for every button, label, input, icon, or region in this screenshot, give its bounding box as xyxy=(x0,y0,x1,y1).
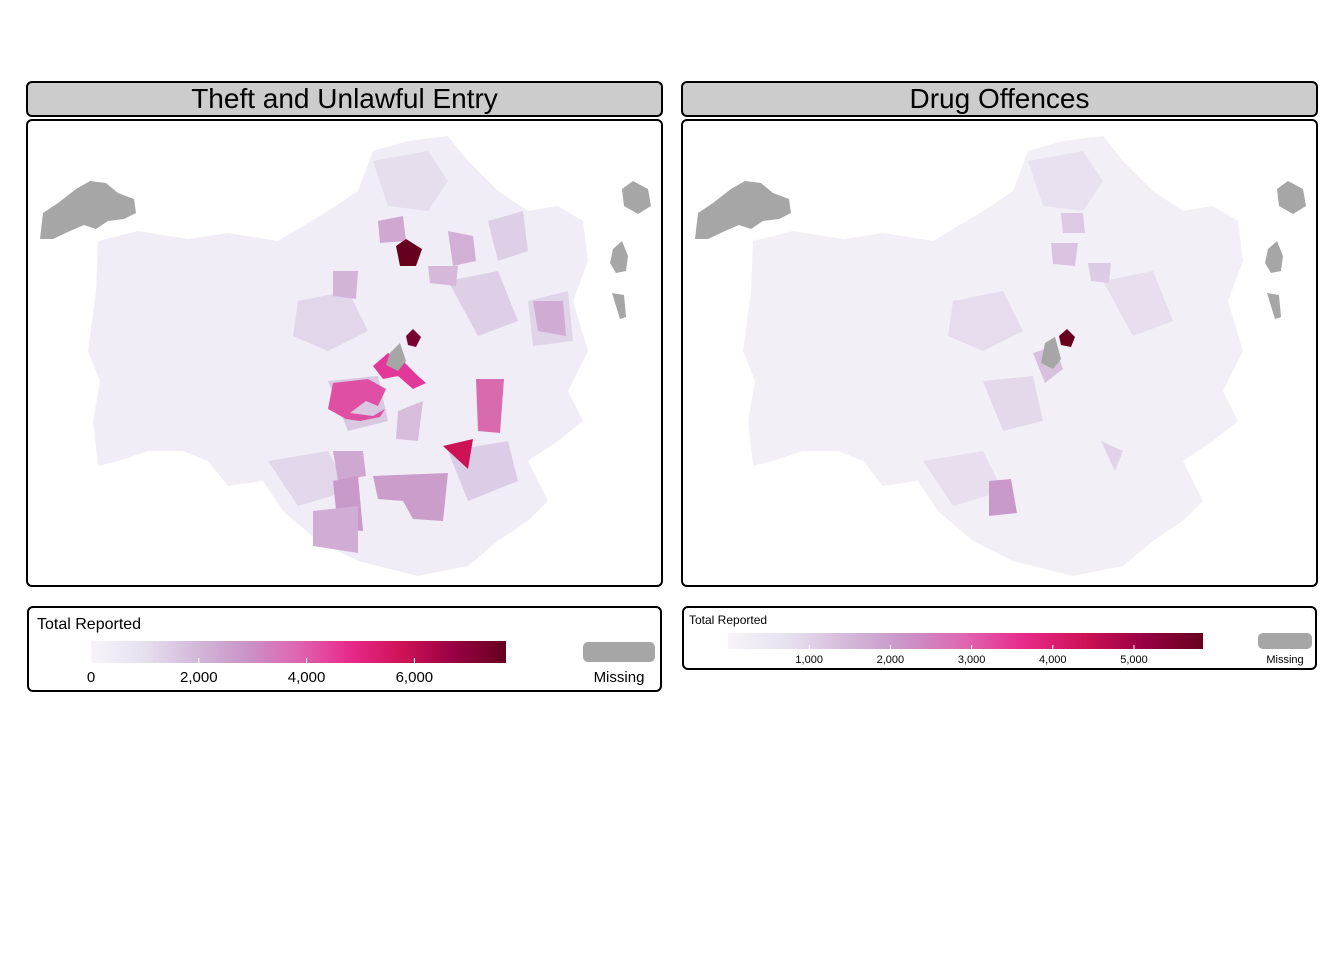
legend-missing-swatch xyxy=(583,642,655,662)
legend-tick-label: 0 xyxy=(87,669,95,686)
legend-tick-label: 1,000 xyxy=(795,654,823,666)
district xyxy=(268,451,348,506)
legend-tick-label: 2,000 xyxy=(180,669,218,686)
district xyxy=(983,376,1043,431)
district xyxy=(443,439,473,469)
missing-district xyxy=(1041,337,1061,369)
district xyxy=(1088,263,1111,283)
district xyxy=(428,266,458,286)
legend-tick-label: 2,000 xyxy=(877,654,905,666)
panel-title-text: Drug Offences xyxy=(909,83,1090,114)
missing-district xyxy=(386,343,406,371)
legend-tick-label: 5,000 xyxy=(1120,654,1148,666)
choropleth-map xyxy=(40,136,651,576)
district xyxy=(1059,329,1075,347)
district xyxy=(448,271,518,336)
missing-island xyxy=(40,181,136,239)
district xyxy=(373,151,448,211)
legend-ticks: 0 2,000 4,000 6,000 xyxy=(87,658,433,686)
legend-missing-label: Missing xyxy=(1266,654,1303,666)
district xyxy=(1061,213,1085,233)
district xyxy=(1101,441,1123,471)
district xyxy=(476,379,504,433)
missing-island xyxy=(1265,241,1283,273)
legend-missing-label: Missing xyxy=(594,669,645,686)
map-base-region xyxy=(743,136,1243,576)
district xyxy=(1051,243,1078,266)
panel-title-theft: Theft and Unlawful Entry xyxy=(26,81,663,117)
district xyxy=(448,231,476,266)
district xyxy=(533,301,566,336)
panel-title-drug: Drug Offences xyxy=(681,81,1318,117)
legend-theft: Total Reported 0 2,000 4,000 6,000 Missing xyxy=(27,606,662,692)
missing-island xyxy=(1277,181,1306,214)
missing-island xyxy=(612,293,626,319)
district xyxy=(948,291,1023,351)
district xyxy=(313,506,358,553)
district xyxy=(923,451,1003,506)
district xyxy=(333,451,366,481)
legend-colorbar xyxy=(728,633,1203,649)
legend-missing-swatch xyxy=(1258,633,1312,649)
district xyxy=(293,291,368,351)
district xyxy=(373,353,426,389)
legend-tick-label: 6,000 xyxy=(396,669,434,686)
district xyxy=(328,379,386,421)
district xyxy=(1103,271,1173,336)
legend-tick-label: 4,000 xyxy=(1039,654,1067,666)
missing-island xyxy=(695,181,791,239)
missing-island xyxy=(1267,293,1281,319)
district xyxy=(488,211,528,261)
map-panel-theft xyxy=(26,119,663,587)
district xyxy=(1028,151,1103,211)
district xyxy=(378,216,406,243)
choropleth-map xyxy=(695,136,1306,576)
legend-tick-label: 3,000 xyxy=(958,654,986,666)
district xyxy=(406,329,421,347)
legend-graphic: Total Reported 0 2,000 4,000 6,000 Missing xyxy=(37,616,655,686)
missing-island xyxy=(622,181,651,214)
legend-title: Total Reported xyxy=(37,616,141,633)
legend-graphic: Total Reported 1,000 2,000 3,000 4,000 5,000… xyxy=(689,613,1312,666)
district xyxy=(989,479,1017,516)
district xyxy=(396,239,422,266)
panel-title-text: Theft and Unlawful Entry xyxy=(191,83,498,114)
legend-drug: Total Reported 1,000 2,000 3,000 4,000 5,000… xyxy=(682,606,1317,670)
district xyxy=(373,473,448,521)
map-panel-drug xyxy=(681,119,1318,587)
district xyxy=(333,271,358,299)
legend-colorbar xyxy=(91,641,506,663)
missing-island xyxy=(610,241,628,273)
legend-title: Total Reported xyxy=(689,613,767,627)
legend-ticks: 1,000 2,000 3,000 4,000 5,000 xyxy=(795,645,1148,666)
legend-tick-label: 4,000 xyxy=(288,669,326,686)
district xyxy=(396,401,423,441)
